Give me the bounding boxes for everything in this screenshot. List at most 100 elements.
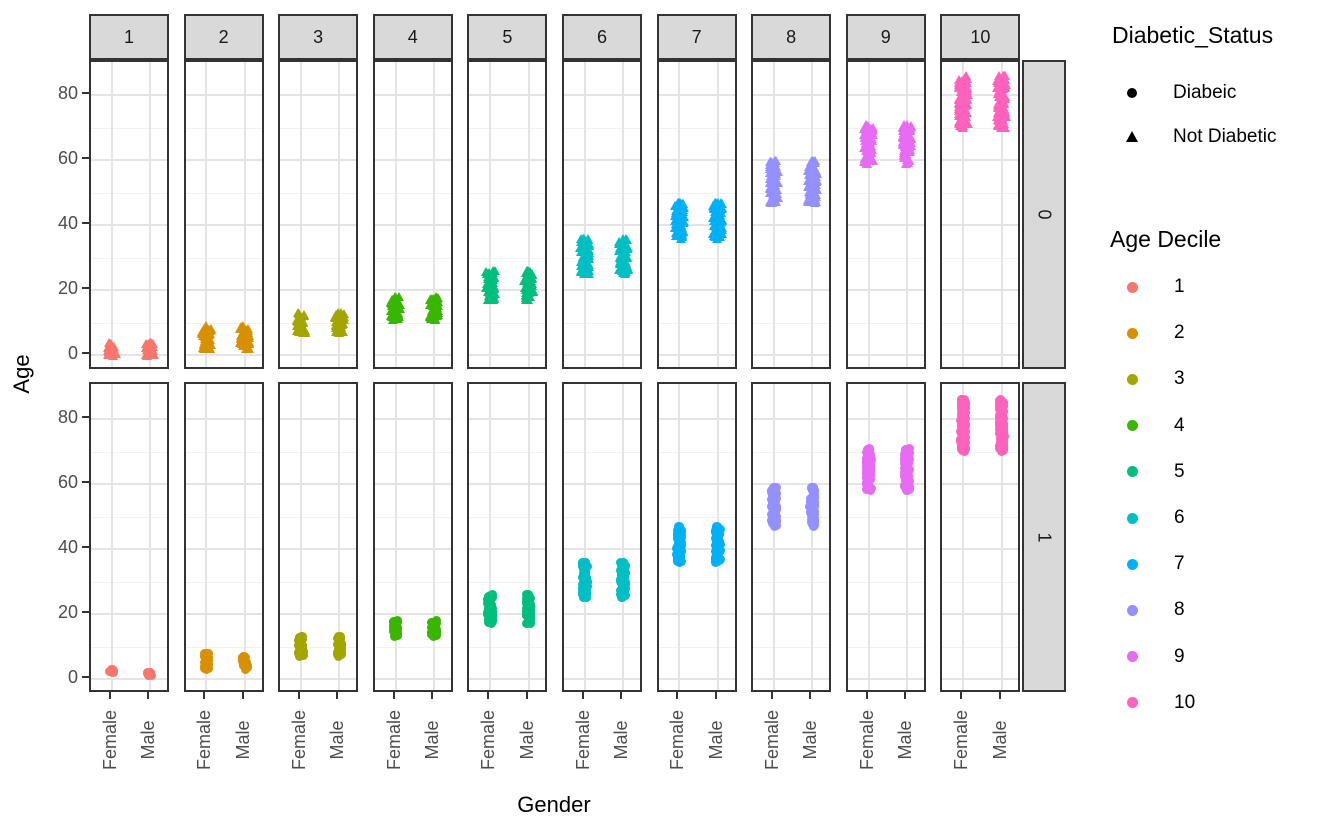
gridline-major — [942, 678, 1019, 680]
gridline-major — [658, 418, 735, 420]
gridline-vertical — [149, 62, 152, 367]
y-axis-tick — [82, 352, 89, 354]
gridline-major — [280, 678, 357, 680]
gridline-major — [942, 613, 1019, 615]
gridline-major — [847, 94, 924, 96]
data-point-circle — [902, 477, 912, 487]
data-point-triangle — [579, 259, 590, 269]
gridline-minor — [280, 451, 357, 453]
gridline-minor — [280, 257, 357, 259]
data-point-circle — [959, 420, 969, 430]
data-point-circle — [619, 582, 629, 592]
data-point-circle — [526, 609, 536, 619]
data-point-triangle — [806, 164, 817, 174]
x-axis-tick-label: Female — [478, 709, 499, 771]
data-point-triangle — [392, 314, 403, 324]
gridline-minor — [658, 451, 735, 453]
gridline-minor — [185, 581, 262, 583]
gridline-major — [374, 289, 451, 291]
gridline-vertical — [905, 62, 908, 367]
data-point-triangle — [579, 252, 590, 262]
data-point-circle — [582, 576, 592, 586]
data-point-circle — [713, 541, 723, 551]
facet-strip-column: 10 — [940, 14, 1021, 60]
data-point-triangle — [859, 129, 870, 139]
facet-strip-row-label: 1 — [1034, 531, 1055, 543]
data-point-triangle — [959, 99, 970, 109]
gridline-major — [469, 224, 546, 226]
x-axis-tick-label: Female — [951, 709, 972, 771]
x-axis-tick-label: Male — [422, 720, 442, 760]
facet-strip-row: 1 — [1022, 382, 1066, 692]
data-point-triangle — [770, 165, 781, 175]
gridline-vertical — [527, 62, 530, 367]
gridline-major — [942, 418, 1019, 420]
data-point-circle — [675, 555, 685, 565]
data-point-circle — [393, 628, 403, 638]
data-point-triangle — [902, 123, 913, 133]
legend-item-label: 5 — [1174, 460, 1185, 482]
gridline-minor — [280, 646, 357, 648]
data-point-triangle — [677, 198, 688, 208]
gridline-vertical — [1000, 62, 1003, 367]
gridline-minor — [374, 192, 451, 194]
x-axis-tick — [620, 692, 623, 699]
gridline-major — [374, 678, 451, 680]
gridline-major — [847, 678, 924, 680]
data-point-triangle — [998, 80, 1009, 90]
gridline-vertical — [338, 384, 341, 690]
data-point-circle — [715, 546, 725, 556]
data-point-triangle — [621, 234, 632, 244]
facet-panel — [89, 60, 169, 369]
data-point-triangle — [235, 331, 246, 341]
facet-strip-column: 8 — [751, 14, 832, 60]
data-point-triangle — [428, 294, 439, 304]
gridline-vertical — [489, 384, 492, 690]
data-point-circle — [809, 496, 819, 506]
gridline-major — [91, 613, 167, 615]
data-point-triangle — [104, 348, 115, 358]
data-point-circle — [904, 448, 914, 458]
data-point-triangle — [771, 184, 782, 194]
data-point-circle — [486, 617, 496, 627]
gridline-major — [753, 418, 830, 420]
gridline-major — [374, 613, 451, 615]
x-axis-tick — [203, 692, 206, 699]
gridline-minor — [753, 646, 830, 648]
data-point-circle — [956, 444, 966, 454]
facet-panel — [89, 382, 169, 692]
data-point-triangle — [583, 265, 594, 275]
y-axis-tick-label: 20 — [57, 602, 78, 622]
legend-item-label: 8 — [1174, 599, 1185, 621]
data-point-triangle — [520, 276, 531, 286]
data-point-triangle — [582, 243, 593, 253]
facet-panel — [845, 382, 926, 692]
data-point-triangle — [387, 303, 398, 313]
gridline-major — [942, 354, 1019, 356]
y-axis-tick-label: 80 — [57, 407, 78, 427]
gridline-minor — [469, 581, 546, 583]
gridline-major — [469, 418, 546, 420]
y-axis-tick-label: 40 — [57, 537, 78, 557]
data-point-circle — [200, 652, 210, 662]
gridline-major — [185, 159, 262, 161]
data-point-circle — [960, 433, 970, 443]
facet-strip-column: 4 — [372, 14, 453, 60]
data-point-triangle — [954, 95, 965, 105]
data-point-circle — [333, 643, 343, 653]
gridline-major — [564, 613, 640, 615]
legend-marker-dot — [1127, 420, 1138, 432]
gridline-major — [753, 354, 830, 356]
data-point-circle — [619, 563, 629, 573]
gridline-minor — [942, 192, 1019, 194]
data-point-circle — [294, 636, 304, 646]
data-point-circle — [616, 557, 626, 567]
gridline-major — [280, 418, 357, 420]
data-point-triangle — [485, 293, 496, 303]
gridline-vertical — [432, 384, 435, 690]
data-point-triangle — [204, 324, 215, 334]
gridline-major — [91, 224, 167, 226]
data-point-circle — [616, 568, 626, 578]
gridline-minor — [658, 257, 735, 259]
data-point-triangle — [961, 78, 972, 88]
